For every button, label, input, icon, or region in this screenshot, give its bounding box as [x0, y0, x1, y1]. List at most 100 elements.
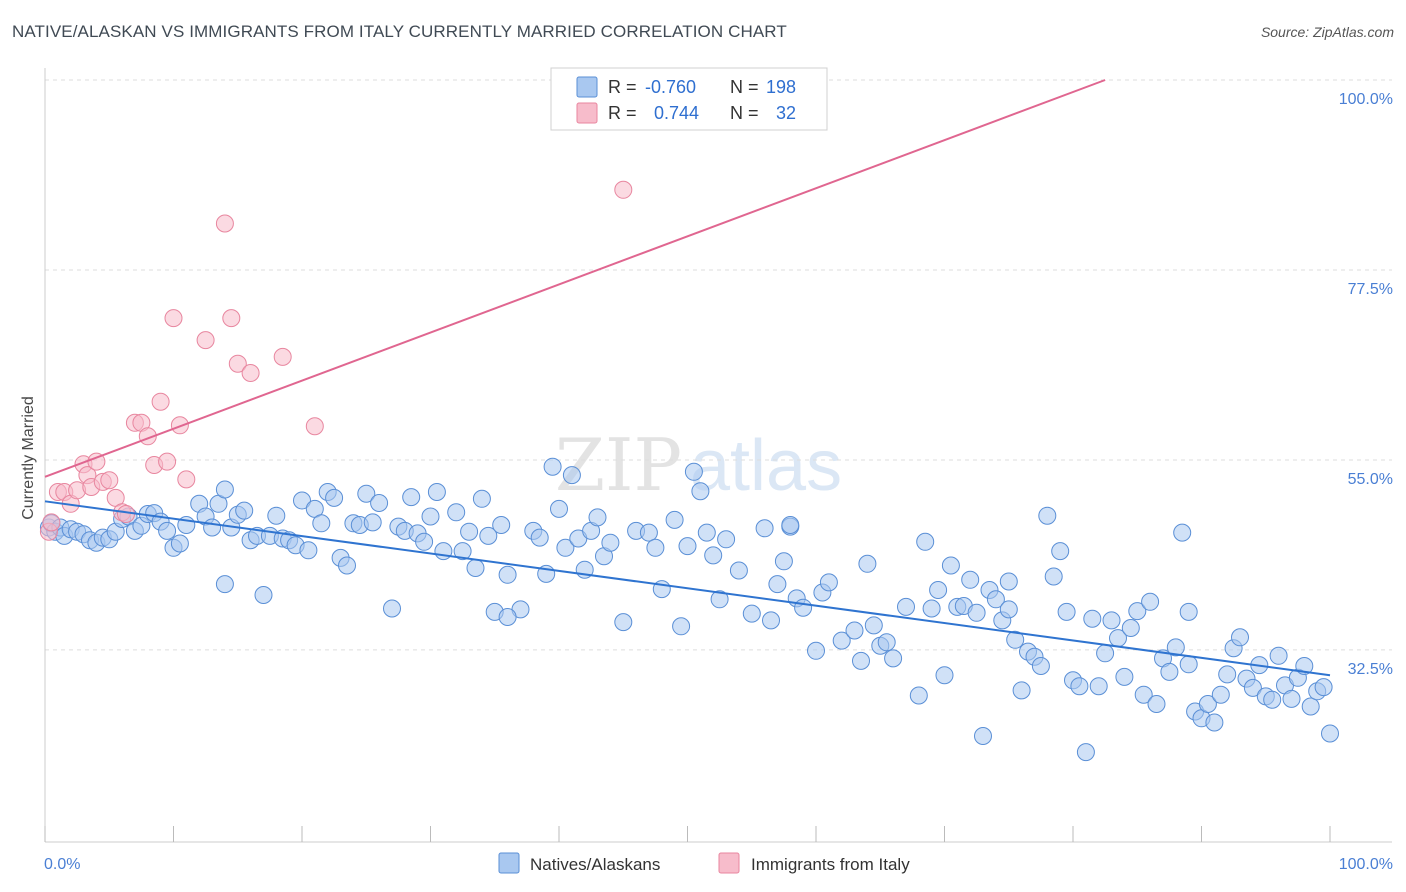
italy-point-11 — [100, 471, 119, 490]
native-point-172 — [1243, 678, 1262, 697]
native-point-146 — [1076, 743, 1095, 762]
native-point-103 — [768, 575, 787, 594]
native-point-134 — [999, 600, 1018, 619]
native-point-93 — [684, 462, 703, 481]
native-point-160 — [1166, 638, 1185, 657]
native-point-122 — [922, 599, 941, 618]
native-point-161 — [1173, 523, 1192, 542]
bottom-legend-italy: Immigrants from Italy — [751, 855, 910, 874]
native-point-188 — [999, 572, 1018, 591]
legend-n-label-1: N = — [730, 77, 759, 97]
native-point-166 — [1205, 713, 1224, 732]
native-point-26 — [203, 518, 222, 537]
native-point-118 — [884, 649, 903, 668]
native-point-58 — [415, 532, 434, 551]
native-point-92 — [678, 537, 697, 556]
native-point-64 — [460, 522, 479, 541]
native-point-100 — [742, 604, 761, 623]
native-point-114 — [858, 554, 877, 573]
watermark-atlas: atlas — [690, 426, 842, 506]
italy-point-24 — [196, 331, 215, 350]
native-point-77 — [556, 538, 575, 557]
native-point-62 — [447, 503, 466, 522]
native-point-181 — [1301, 697, 1320, 716]
italy-point-31 — [614, 180, 633, 199]
native-point-148 — [1089, 677, 1108, 696]
native-point-91 — [672, 617, 691, 636]
native-point-145 — [1070, 677, 1089, 696]
y-tick-label-3: 32.5% — [1348, 661, 1393, 678]
native-point-147 — [1083, 609, 1102, 628]
native-point-102 — [762, 611, 780, 630]
native-point-65 — [466, 559, 485, 577]
native-point-140 — [1038, 506, 1057, 525]
axes — [44, 68, 1392, 843]
native-point-63 — [453, 542, 472, 561]
native-point-135 — [1006, 630, 1025, 649]
native-point-143 — [1057, 602, 1076, 621]
italy-point-23 — [177, 470, 196, 489]
native-point-130 — [974, 727, 992, 745]
italy-point-25 — [215, 214, 234, 233]
native-point-184 — [1321, 724, 1339, 743]
legend-box: R = -0.760 N = 198 R = 0.744 N = 32 — [550, 67, 828, 131]
legend-blue-swatch — [576, 76, 598, 98]
y-tick-label-2: 55.0% — [1348, 471, 1393, 488]
native-trend-line — [44, 500, 1331, 677]
x-tick-label-1: 100.0% — [1339, 856, 1393, 873]
native-point-152 — [1115, 667, 1134, 686]
native-point-73 — [530, 528, 549, 547]
native-point-56 — [402, 488, 421, 507]
native-point-183 — [1314, 678, 1333, 697]
native-point-53 — [383, 599, 401, 618]
native-point-60 — [427, 483, 446, 501]
native-point-98 — [717, 530, 736, 549]
native-point-155 — [1134, 685, 1153, 704]
native-point-82 — [588, 508, 607, 527]
native-point-70 — [498, 565, 517, 584]
native-point-112 — [845, 621, 864, 640]
native-point-75 — [543, 457, 562, 476]
native-point-111 — [832, 631, 851, 650]
native-point-142 — [1051, 542, 1070, 561]
native-point-168 — [1218, 665, 1237, 684]
legend-n-label-2: N = — [730, 103, 759, 123]
native-point-96 — [704, 546, 723, 565]
native-point-150 — [1102, 611, 1121, 630]
native-point-97 — [710, 590, 729, 609]
italy-point-19 — [151, 392, 170, 411]
native-point-175 — [1263, 690, 1282, 709]
native-point-159 — [1160, 662, 1179, 681]
native-point-115 — [864, 616, 883, 635]
native-point-90 — [665, 510, 684, 529]
native-point-85 — [614, 613, 633, 632]
source-label: Source: ZipAtlas.com — [1260, 24, 1394, 40]
native-point-167 — [1211, 685, 1230, 704]
native-point-113 — [852, 651, 870, 670]
native-point-124 — [935, 666, 954, 685]
native-point-47 — [338, 556, 356, 575]
trend-lines — [44, 79, 1331, 677]
native-point-34 — [254, 586, 273, 604]
native-point-120 — [909, 686, 928, 705]
native-point-59 — [421, 507, 440, 526]
native-point-110 — [819, 573, 838, 592]
bottom-legend-blue-swatch — [498, 852, 520, 874]
native-point-67 — [479, 526, 498, 545]
native-point-178 — [1282, 689, 1301, 708]
native-point-117 — [877, 633, 896, 652]
native-point-176 — [1269, 646, 1288, 665]
native-point-125 — [941, 556, 960, 575]
native-point-108 — [807, 641, 825, 660]
native-point-187 — [781, 516, 800, 534]
native-point-20 — [158, 521, 177, 540]
native-point-136 — [1012, 681, 1031, 700]
y-tick-label-0: 100.0% — [1339, 91, 1393, 108]
bottom-legend: Natives/Alaskans Immigrants from Italy — [498, 852, 910, 874]
y-axis-label: Currently Married — [20, 396, 37, 520]
native-point-170 — [1231, 628, 1249, 647]
native-point-52 — [370, 494, 389, 512]
native-point-153 — [1121, 619, 1140, 637]
native-point-128 — [961, 570, 980, 589]
native-point-87 — [639, 523, 658, 542]
